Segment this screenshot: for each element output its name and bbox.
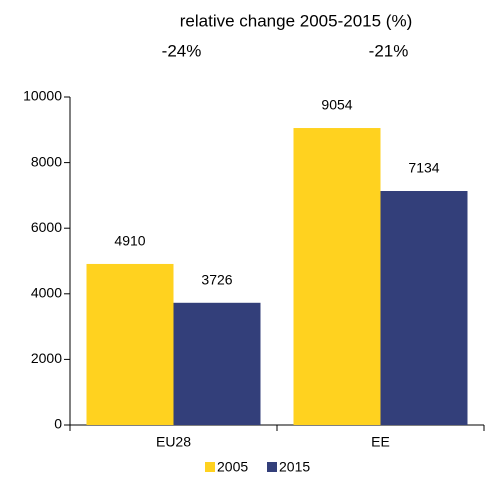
y-tick-label: 6000	[31, 219, 62, 235]
data-label: 3726	[201, 271, 232, 287]
y-tick-label: 4000	[31, 285, 62, 301]
data-label: 9054	[321, 97, 352, 113]
annotation: -21%	[369, 41, 409, 60]
bar	[173, 302, 261, 425]
legend-label: 2015	[279, 459, 310, 475]
annotation: -24%	[162, 41, 202, 60]
legend-label: 2005	[217, 459, 248, 475]
bar	[86, 263, 174, 425]
data-label: 7134	[408, 160, 439, 176]
data-label: 4910	[114, 233, 145, 249]
x-tick-label: EU28	[156, 434, 191, 450]
y-tick-label: 0	[54, 416, 62, 432]
x-tick-label: EE	[371, 434, 390, 450]
bar	[293, 128, 381, 425]
y-tick-label: 2000	[31, 350, 62, 366]
chart-title: relative change 2005-2015 (%)	[180, 11, 412, 30]
bar	[380, 191, 468, 425]
y-tick-label: 8000	[31, 153, 62, 169]
y-tick-label: 10000	[23, 88, 62, 104]
legend-swatch	[267, 462, 277, 472]
legend-swatch	[205, 462, 215, 472]
